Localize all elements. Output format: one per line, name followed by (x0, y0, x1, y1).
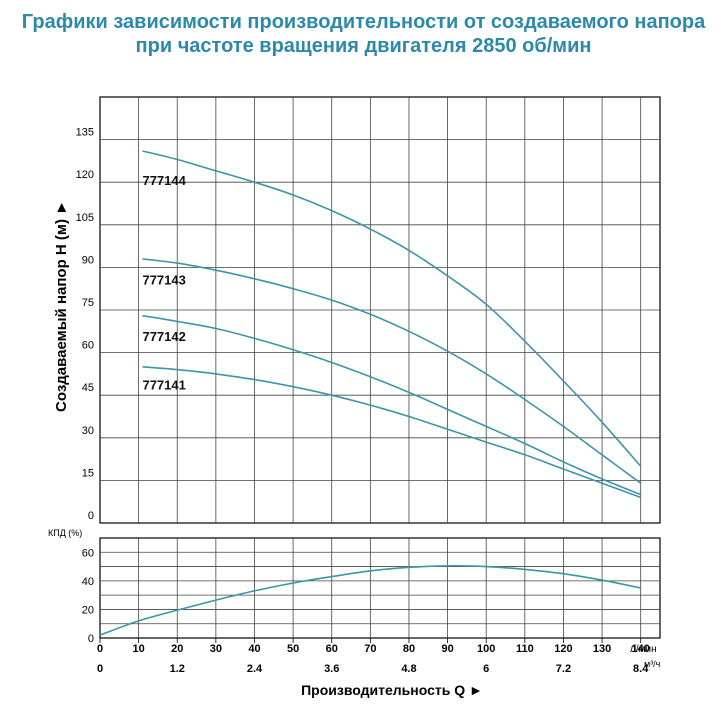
head-curve-777142 (142, 314, 642, 496)
x-tick-label-lmin: 140 (632, 643, 650, 655)
efficiency-chart-curve (99, 565, 641, 636)
x-tick-label-lmin: 60 (326, 643, 338, 655)
x-tick-label-lmin: 70 (364, 643, 376, 655)
chart-title-line2: при частоте вращения двигателя 2850 об/м… (135, 35, 592, 57)
head-chart-grid (99, 96, 661, 524)
efficiency-chart-grid (99, 537, 661, 639)
head-axis-label: Создаваемый напор H (м) ► (53, 200, 70, 412)
x-tick-label-lmin: 80 (403, 643, 415, 655)
x-tick-label-lmin: 100 (477, 643, 495, 655)
x-axis-ticks: 0 10 20 30 40 50 60 70 80 90 100 110 120 130 140 0 1.2 2.… (97, 638, 650, 675)
efficiency-curve (99, 565, 641, 636)
x-tick-label-m3h: 2.4 (247, 663, 263, 675)
series-label-777142: 777142 (142, 329, 185, 344)
head-chart-series-labels: 777144 777143 777142 777141 (142, 173, 186, 392)
series-label-777143: 777143 (142, 272, 185, 287)
efficiency-y-tick-label: 0 (88, 633, 94, 645)
head-y-tick-label: 120 (76, 169, 94, 181)
efficiency-y-tick-label: 60 (82, 547, 94, 559)
head-y-tick-label: 105 (76, 212, 94, 224)
x-axis-unit-lmin: л/мин (630, 644, 657, 655)
series-label-777144: 777144 (142, 173, 186, 188)
x-tick-label-lmin: 130 (593, 643, 611, 655)
head-curve-777144 (142, 150, 642, 467)
x-tick-label-lmin: 20 (171, 643, 183, 655)
head-chart-curves (142, 150, 642, 499)
efficiency-y-tick-label: 20 (82, 604, 94, 616)
x-tick-label-m3h: 4.8 (401, 663, 416, 675)
x-tick-label-m3h: 0 (97, 663, 103, 675)
efficiency-chart-y-ticks: 0 20 40 60 (82, 547, 94, 645)
x-tick-label-m3h: 8.4 (633, 663, 649, 675)
head-y-tick-label: 45 (82, 382, 94, 394)
head-y-tick-label: 75 (82, 297, 94, 309)
x-tick-label-m3h: 6 (483, 663, 489, 675)
head-chart-y-ticks: 0 15 30 45 60 75 90 105 120 135 (76, 127, 94, 522)
x-tick-label-lmin: 110 (516, 643, 534, 655)
chart-title-line1: Графики зависимости производительности о… (21, 11, 706, 33)
head-y-tick-label: 90 (82, 254, 94, 266)
head-y-tick-label: 15 (82, 467, 94, 479)
head-curve-777143 (142, 258, 642, 484)
x-tick-label-lmin: 40 (248, 643, 260, 655)
x-axis-label: Производительность Q ► (301, 682, 483, 698)
x-tick-label-m3h: 3.6 (324, 663, 339, 675)
head-y-tick-label: 60 (82, 340, 94, 352)
efficiency-plot-frame (99, 537, 661, 639)
series-label-777141: 777141 (142, 378, 185, 393)
x-tick-label-lmin: 90 (441, 643, 453, 655)
x-tick-label-lmin: 50 (287, 643, 299, 655)
head-y-tick-label: 0 (88, 510, 94, 522)
x-tick-label-lmin: 120 (554, 643, 572, 655)
x-tick-label-lmin: 0 (97, 643, 103, 655)
head-y-tick-label: 30 (82, 425, 94, 437)
x-tick-label-lmin: 30 (210, 643, 222, 655)
head-y-tick-label: 135 (76, 127, 94, 139)
x-axis-unit-m3h: м³/ч (644, 659, 661, 669)
efficiency-y-tick-label: 40 (82, 576, 94, 588)
head-curve-777141 (142, 366, 641, 499)
x-tick-label-m3h: 7.2 (556, 663, 571, 675)
efficiency-axis-label: КПД (%) (48, 528, 82, 538)
x-tick-label-m3h: 1.2 (170, 663, 185, 675)
x-tick-label-lmin: 10 (132, 643, 144, 655)
